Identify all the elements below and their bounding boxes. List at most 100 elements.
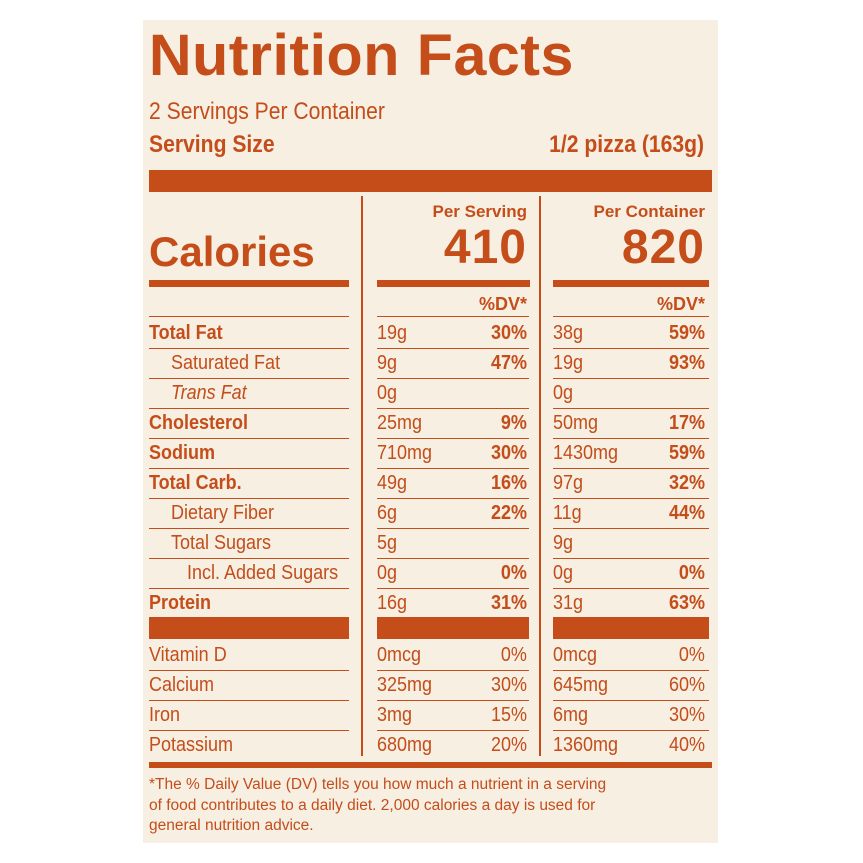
- row-divider: [553, 378, 709, 379]
- amount-per-container: 11g: [553, 502, 582, 524]
- amount-per-container: 6mg: [553, 704, 589, 726]
- dv-per-container: 63%: [668, 592, 705, 614]
- dv-per-serving: 30%: [490, 442, 527, 464]
- row-divider: [377, 730, 529, 731]
- amount-per-serving: 0g: [377, 562, 398, 584]
- amount-per-container: 31g: [553, 592, 584, 614]
- row-divider: [377, 378, 529, 379]
- amount-per-container: 38g: [553, 322, 584, 344]
- dv-per-container: 40%: [668, 734, 705, 756]
- dv-per-container: 59%: [668, 322, 705, 344]
- footnote-line-2: of food contributes to a daily diet. 2,0…: [149, 797, 596, 814]
- nutrient-name: Vitamin D: [149, 644, 227, 666]
- row-divider: [377, 438, 529, 439]
- amount-per-serving: 9g: [377, 352, 398, 374]
- row-divider: [377, 558, 529, 559]
- calories-label: Calories: [149, 228, 315, 275]
- footnote-line-3: general nutrition advice.: [149, 817, 314, 834]
- row-divider: [149, 468, 349, 469]
- thick-divider: [149, 170, 712, 192]
- row-divider: [149, 588, 349, 589]
- nutrient-name: Incl. Added Sugars: [187, 562, 339, 584]
- nutrient-name: Iron: [149, 704, 181, 726]
- amount-per-container: 0g: [553, 382, 574, 404]
- calories-per-container: 820: [621, 221, 705, 274]
- dv-per-serving: 0%: [500, 644, 527, 666]
- row-divider: [553, 498, 709, 499]
- calories-divider-1: [149, 280, 349, 287]
- column-divider-2: [539, 196, 541, 756]
- row-divider: [553, 730, 709, 731]
- amount-per-container: 0mcg: [553, 644, 598, 666]
- row-divider: [377, 528, 529, 529]
- vitamin-bar-2: [377, 617, 529, 639]
- row-divider: [377, 468, 529, 469]
- amount-per-serving: 3mg: [377, 704, 413, 726]
- amount-per-serving: 710mg: [377, 442, 433, 464]
- amount-per-serving: 0mcg: [377, 644, 422, 666]
- nutrient-name: Potassium: [149, 734, 234, 756]
- dv-header-divider: [149, 316, 349, 317]
- dv-per-serving: 31%: [490, 592, 527, 614]
- row-divider: [149, 378, 349, 379]
- amount-per-container: 0g: [553, 562, 574, 584]
- dv-per-container: 0%: [678, 644, 705, 666]
- dv-per-serving: 0%: [500, 562, 527, 584]
- servings-per-container: 2 Servings Per Container: [149, 98, 385, 125]
- dv-per-container: 32%: [668, 472, 705, 494]
- dv-per-container: 17%: [668, 412, 705, 434]
- calories-divider-3: [553, 280, 709, 287]
- nutrition-facts-panel: Nutrition Facts 2 Servings Per Container…: [143, 20, 718, 843]
- dv-per-serving: 16%: [490, 472, 527, 494]
- dv-header-divider: [553, 316, 709, 317]
- serving-size-value: 1/2 pizza (163g): [549, 131, 704, 158]
- dv-per-serving: 20%: [490, 734, 527, 756]
- row-divider: [553, 438, 709, 439]
- dv-per-container: 93%: [668, 352, 705, 374]
- nutrient-name: Protein: [149, 592, 212, 614]
- row-divider: [149, 348, 349, 349]
- calories-divider-2: [377, 280, 530, 287]
- dv-per-serving: 30%: [490, 322, 527, 344]
- amount-per-container: 9g: [553, 532, 574, 554]
- footnote-line-1: *The % Daily Value (DV) tells you how mu…: [149, 776, 607, 793]
- serving-size-label: Serving Size: [149, 131, 275, 158]
- amount-per-serving: 49g: [377, 472, 408, 494]
- dv-per-serving: 9%: [500, 412, 527, 434]
- dv-per-container: 44%: [668, 502, 705, 524]
- nutrient-name: Total Sugars: [171, 532, 272, 554]
- calories-per-serving: 410: [443, 221, 527, 274]
- row-divider: [149, 408, 349, 409]
- row-divider: [553, 528, 709, 529]
- amount-per-serving: 6g: [377, 502, 398, 524]
- row-divider: [553, 588, 709, 589]
- row-divider: [553, 670, 709, 671]
- row-divider: [377, 348, 529, 349]
- row-divider: [377, 498, 529, 499]
- dv-header-divider: [377, 316, 529, 317]
- amount-per-container: 1430mg: [553, 442, 619, 464]
- row-divider: [377, 408, 529, 409]
- amount-per-serving: 19g: [377, 322, 408, 344]
- row-divider: [149, 438, 349, 439]
- row-divider: [149, 498, 349, 499]
- amount-per-serving: 680mg: [377, 734, 433, 756]
- row-divider: [553, 700, 709, 701]
- panel-title: Nutrition Facts: [148, 23, 574, 88]
- dv-per-container: 30%: [668, 704, 705, 726]
- row-divider: [149, 700, 349, 701]
- nutrient-name: Total Carb.: [149, 472, 242, 494]
- dv-per-serving: 47%: [490, 352, 527, 374]
- row-divider: [377, 670, 529, 671]
- dv-per-container: 59%: [668, 442, 705, 464]
- dv-header-container: %DV*: [656, 294, 705, 314]
- per-container-header: Per Container: [593, 202, 705, 221]
- amount-per-serving: 16g: [377, 592, 408, 614]
- nutrient-name: Trans Fat: [171, 382, 247, 404]
- row-divider: [377, 700, 529, 701]
- dv-per-serving: 30%: [490, 674, 527, 696]
- nutrient-name: Calcium: [149, 674, 215, 696]
- dv-per-serving: 22%: [490, 502, 527, 524]
- vitamin-bar-3: [553, 617, 709, 639]
- amount-per-serving: 25mg: [377, 412, 423, 434]
